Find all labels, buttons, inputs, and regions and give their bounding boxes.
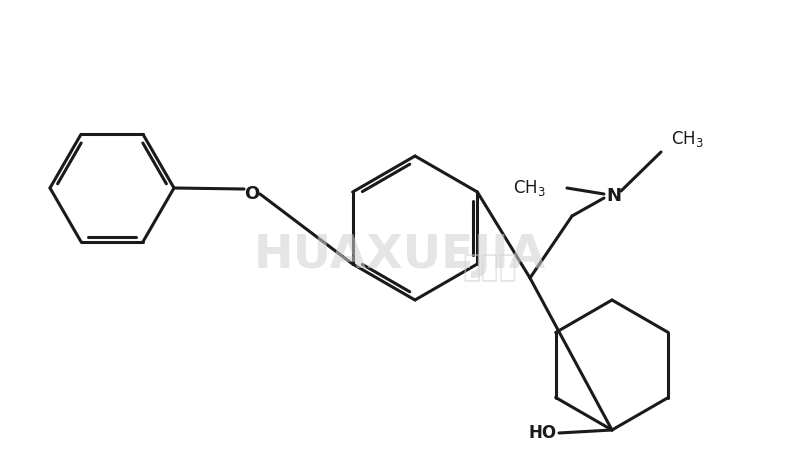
Text: CH$_3$: CH$_3$ xyxy=(671,129,704,149)
Text: CH$_3$: CH$_3$ xyxy=(513,178,546,198)
Text: N: N xyxy=(607,187,621,205)
Text: HO: HO xyxy=(529,424,557,442)
Text: O: O xyxy=(244,185,259,203)
Text: HUAXUEJIA: HUAXUEJIA xyxy=(254,232,546,278)
Text: 化学加: 化学加 xyxy=(463,254,517,282)
